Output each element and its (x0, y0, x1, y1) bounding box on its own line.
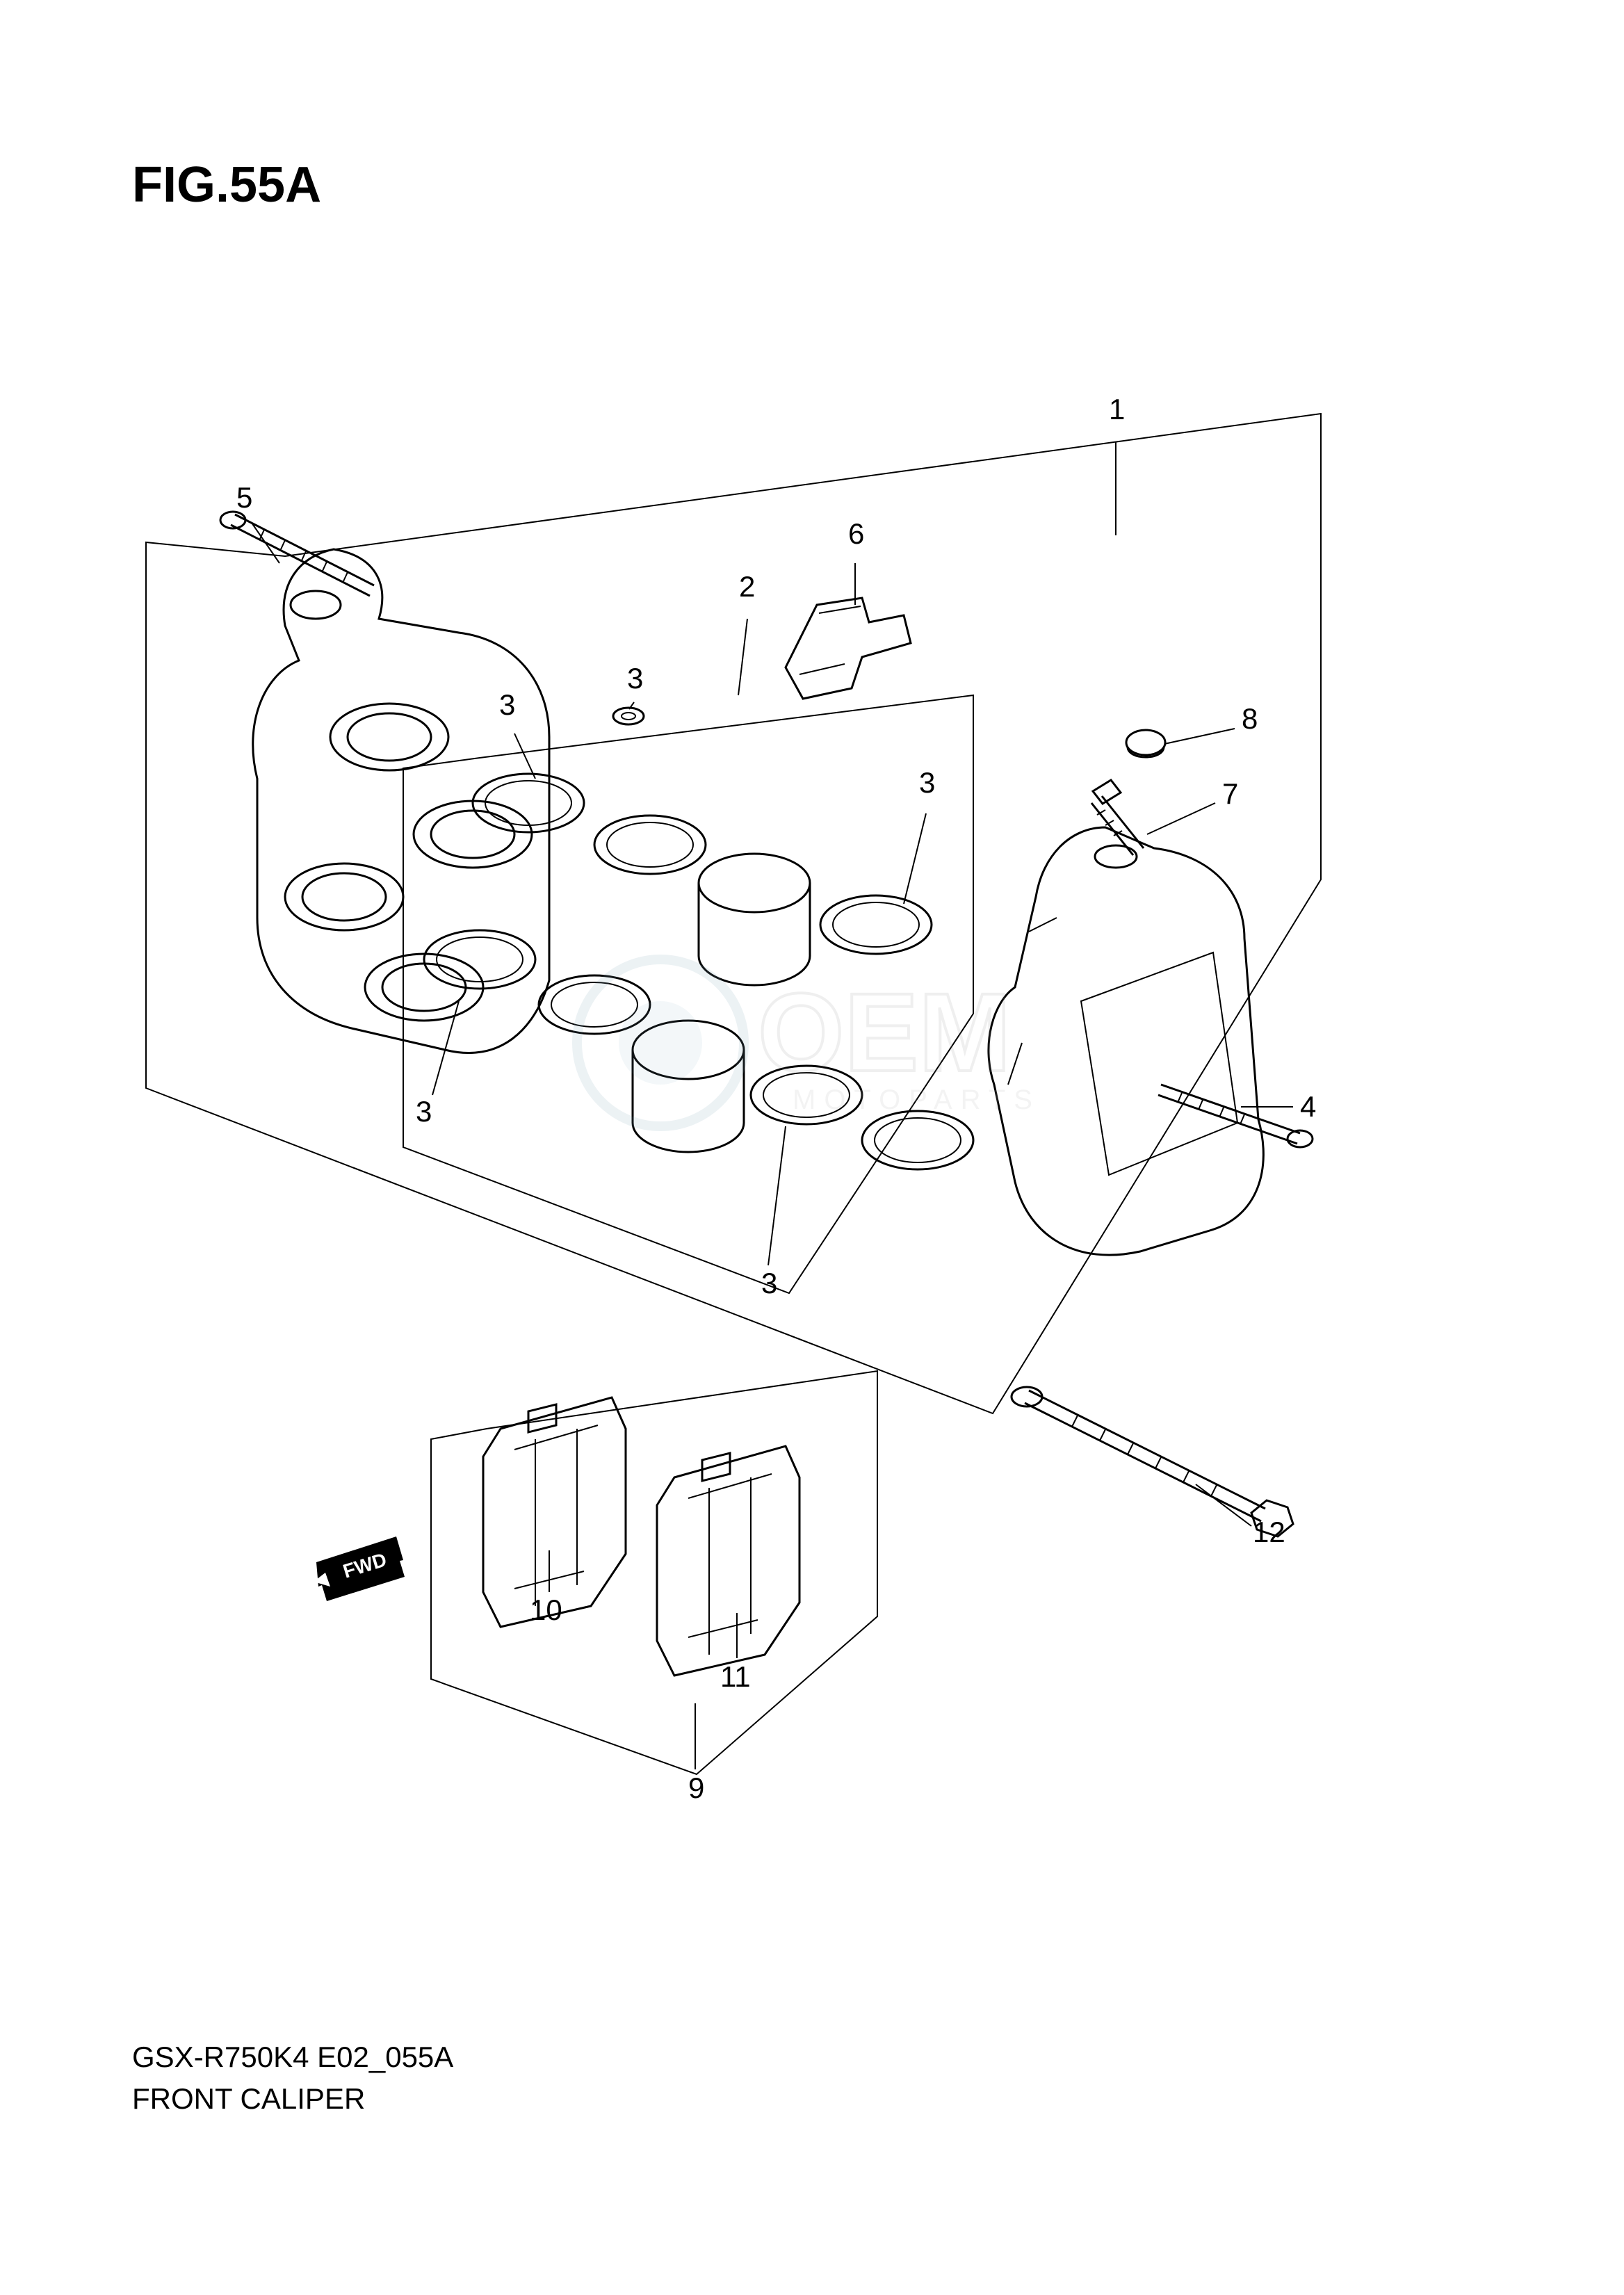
bolt-4 (1158, 1085, 1313, 1147)
callout-8: 8 (1242, 702, 1258, 736)
diagram-page: FIG.55A (0, 0, 1624, 2295)
callout-leaders (252, 441, 1293, 1769)
callout-5: 5 (236, 481, 252, 514)
callout-6: 6 (848, 517, 864, 551)
brake-pad-10 (483, 1397, 626, 1627)
callout-10: 10 (530, 1593, 562, 1627)
footer-part-name: FRONT CALIPER (132, 2082, 365, 2116)
exploded-diagram: FWD (0, 0, 1624, 2295)
bleeder-cap-8 (1126, 730, 1165, 757)
callout-3e: 3 (761, 1267, 777, 1300)
callout-9: 9 (688, 1771, 704, 1805)
bleeder-screw-7 (1091, 780, 1144, 855)
brake-pad-11 (657, 1446, 799, 1676)
bolt-12 (1012, 1387, 1293, 1536)
callout-11: 11 (720, 1660, 751, 1694)
footer-model-code: GSX-R750K4 E02_055A (132, 2041, 453, 2074)
callout-3b: 3 (627, 662, 643, 695)
spring-clip-6 (786, 598, 911, 699)
fwd-badge: FWD (314, 1536, 405, 1601)
callout-7: 7 (1222, 777, 1238, 811)
callout-12: 12 (1253, 1516, 1285, 1549)
washer-3 (613, 708, 644, 724)
callout-2: 2 (739, 570, 755, 603)
assembly-box-1 (146, 414, 1321, 1413)
callout-3d: 3 (416, 1095, 432, 1128)
callout-1: 1 (1109, 393, 1125, 426)
callout-4: 4 (1300, 1090, 1316, 1124)
callout-3c: 3 (919, 766, 935, 800)
piston-set-box-2 (403, 695, 973, 1293)
callout-3a: 3 (499, 688, 515, 722)
piston-seal-set (424, 774, 973, 1169)
